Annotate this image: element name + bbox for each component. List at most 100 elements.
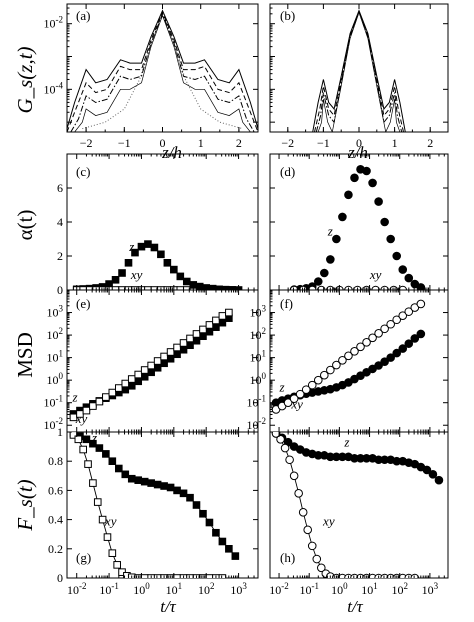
series-annotation: xy xyxy=(104,513,117,528)
data-point xyxy=(134,370,143,379)
xlabel-top-right: z/h xyxy=(347,143,368,162)
ylabel-alpha: α(t) xyxy=(13,210,37,241)
data-point xyxy=(398,285,408,290)
data-point xyxy=(392,348,402,358)
data-point xyxy=(344,351,353,361)
data-point xyxy=(362,166,371,176)
series-line xyxy=(312,9,406,132)
data-point xyxy=(111,286,120,290)
y-tick-label: 10-1 xyxy=(44,394,64,410)
data-point xyxy=(289,394,299,403)
series-dashdot xyxy=(70,12,255,132)
panel-frame xyxy=(269,153,449,291)
plot-area xyxy=(312,9,406,132)
data-point xyxy=(134,476,143,484)
data-point xyxy=(289,285,299,290)
data-point xyxy=(89,439,97,448)
data-point xyxy=(218,574,227,578)
data-point xyxy=(368,178,377,188)
data-point xyxy=(434,475,444,485)
panels: (a)−2 −1 0 1 210-410-2 (b)−2 −1 0 1 2(c)0246zxy(d… xyxy=(44,3,449,597)
x-tick-label: 2 xyxy=(236,136,242,150)
x-tick-label: −2 xyxy=(281,136,294,150)
data-point xyxy=(79,286,87,290)
series-xy xyxy=(271,299,426,414)
data-point xyxy=(212,323,220,331)
data-point xyxy=(186,574,194,578)
series-annotation: xy xyxy=(369,267,382,282)
x-tick-label: 101 xyxy=(166,581,183,597)
data-point xyxy=(225,308,233,317)
data-point xyxy=(380,285,389,290)
data-point xyxy=(392,315,402,325)
data-point xyxy=(147,361,155,370)
data-point xyxy=(98,286,107,290)
series-annotation: xy xyxy=(290,396,303,411)
data-point xyxy=(298,508,308,517)
series-z xyxy=(289,165,426,290)
series-solid-thin xyxy=(317,11,401,132)
ylabel-gs: G_s(z,t) xyxy=(13,46,37,113)
plot-area xyxy=(69,432,240,578)
data-point xyxy=(289,471,299,481)
data-point xyxy=(93,498,102,506)
y-tick-label: 0 xyxy=(57,283,63,297)
x-tick-label: 1 xyxy=(198,136,204,150)
series-annotation: z xyxy=(343,435,349,450)
data-point xyxy=(121,470,130,479)
data-point xyxy=(137,242,146,251)
data-point xyxy=(303,525,313,535)
data-point xyxy=(166,483,175,492)
series-annotation: xy xyxy=(75,411,88,426)
series-line xyxy=(317,11,401,132)
data-point xyxy=(410,334,420,343)
data-point xyxy=(312,554,322,564)
data-point xyxy=(121,379,130,388)
data-point xyxy=(103,533,112,541)
y-tick-label: 103 xyxy=(250,304,267,320)
data-point xyxy=(192,336,201,345)
data-point xyxy=(320,268,329,278)
data-point xyxy=(173,574,181,578)
data-point xyxy=(160,352,168,361)
data-point xyxy=(386,319,395,329)
data-point xyxy=(127,381,136,390)
data-point xyxy=(144,240,152,248)
data-point xyxy=(205,327,214,336)
x-tick-label: 102 xyxy=(391,581,408,597)
data-point xyxy=(301,385,311,394)
data-point xyxy=(186,334,194,343)
data-point xyxy=(170,265,178,274)
panel-frame xyxy=(66,153,259,291)
data-point xyxy=(82,406,91,415)
fit-line xyxy=(73,433,236,557)
data-point xyxy=(212,528,220,537)
data-point xyxy=(150,243,159,252)
y-tick-label: 101 xyxy=(250,349,267,365)
y-tick-label: 103 xyxy=(47,304,64,320)
data-point xyxy=(166,348,175,356)
x-tick-label: 102 xyxy=(198,581,215,597)
data-point xyxy=(102,450,110,458)
data-point xyxy=(124,259,133,267)
plot-area xyxy=(271,432,444,578)
data-point xyxy=(374,361,383,370)
panel-label: (h) xyxy=(280,550,295,565)
series-annotation: z xyxy=(128,239,134,254)
data-point xyxy=(362,337,371,347)
data-point xyxy=(89,479,97,487)
xlabel-top-left: z/h xyxy=(161,143,182,162)
data-point xyxy=(208,284,217,290)
data-point xyxy=(127,474,136,483)
panel-g: (g) 10-2 10-1 100 101 102 103 0 0.2 0.4 0.6 0.8 1 z xy xyxy=(48,425,259,597)
y-tick-label: 0.8 xyxy=(48,454,63,468)
data-point xyxy=(356,342,365,352)
data-point xyxy=(134,377,143,386)
data-point xyxy=(404,273,414,283)
data-point xyxy=(428,470,438,479)
data-point xyxy=(173,343,181,352)
data-point xyxy=(398,265,408,274)
data-point xyxy=(118,286,126,290)
data-point xyxy=(179,345,188,354)
